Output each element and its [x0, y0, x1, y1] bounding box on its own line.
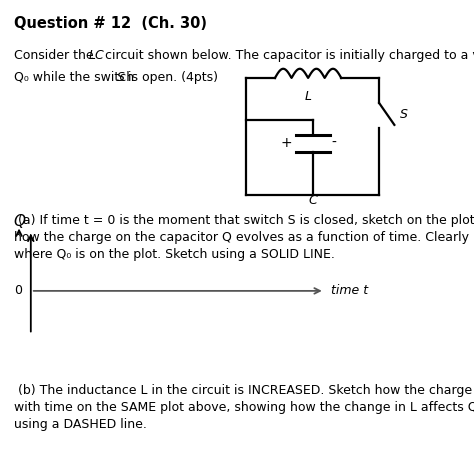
Text: (b) The inductance L in the circuit is INCREASED. Sketch how the charge Q evolve: (b) The inductance L in the circuit is I…: [14, 384, 474, 431]
Text: is open. (4pts): is open. (4pts): [124, 71, 218, 84]
Text: +: +: [280, 136, 292, 150]
Text: Question # 12  (Ch. 30): Question # 12 (Ch. 30): [14, 16, 207, 32]
Text: time t: time t: [330, 284, 368, 297]
Text: S: S: [117, 71, 125, 84]
Text: Q₀ while the switch: Q₀ while the switch: [14, 71, 138, 84]
Text: 0: 0: [14, 284, 22, 297]
Text: Consider the: Consider the: [14, 49, 98, 63]
Text: (a) If time t = 0 is the moment that switch S is closed, sketch on the plot belo: (a) If time t = 0 is the moment that swi…: [14, 214, 474, 261]
Text: L: L: [305, 89, 311, 103]
Text: circuit shown below. The capacitor is initially charged to a value of: circuit shown below. The capacitor is in…: [101, 49, 474, 63]
Text: Q: Q: [13, 214, 25, 229]
Text: LC: LC: [89, 49, 105, 63]
Text: C: C: [309, 194, 317, 207]
Text: -: -: [332, 136, 337, 150]
Text: S: S: [400, 108, 408, 122]
